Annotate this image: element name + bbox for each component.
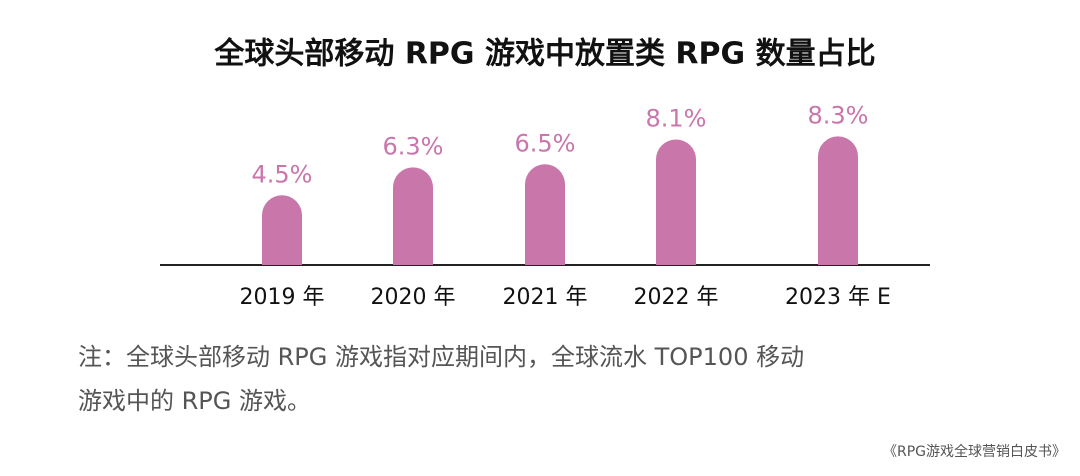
- note-line: 注：全球头部移动 RPG 游戏指对应期间内，全球流水 TOP100 移动: [78, 343, 804, 371]
- bar: [525, 164, 565, 265]
- x-tick-label: 2021 年: [503, 285, 588, 310]
- x-tick-label: 2019 年: [240, 285, 325, 310]
- bar: [262, 195, 302, 265]
- value-label: 6.5%: [515, 129, 576, 157]
- source: 《RPG游戏全球营销白皮书》: [883, 443, 1066, 460]
- value-label: 8.3%: [808, 101, 869, 129]
- x-tick-label: 2020 年: [371, 285, 456, 310]
- value-label: 6.3%: [383, 132, 444, 160]
- chart-title: 全球头部移动 RPG 游戏中放置类 RPG 数量占比: [213, 37, 875, 72]
- value-label: 4.5%: [252, 160, 313, 188]
- note-line: 游戏中的 RPG 游戏。: [78, 387, 311, 415]
- x-tick-label: 2022 年: [634, 285, 719, 310]
- bar: [656, 139, 696, 265]
- x-tick-label: 2023 年 E: [785, 285, 891, 310]
- bar: [393, 167, 433, 265]
- value-label: 8.1%: [646, 104, 707, 132]
- bar: [818, 136, 858, 265]
